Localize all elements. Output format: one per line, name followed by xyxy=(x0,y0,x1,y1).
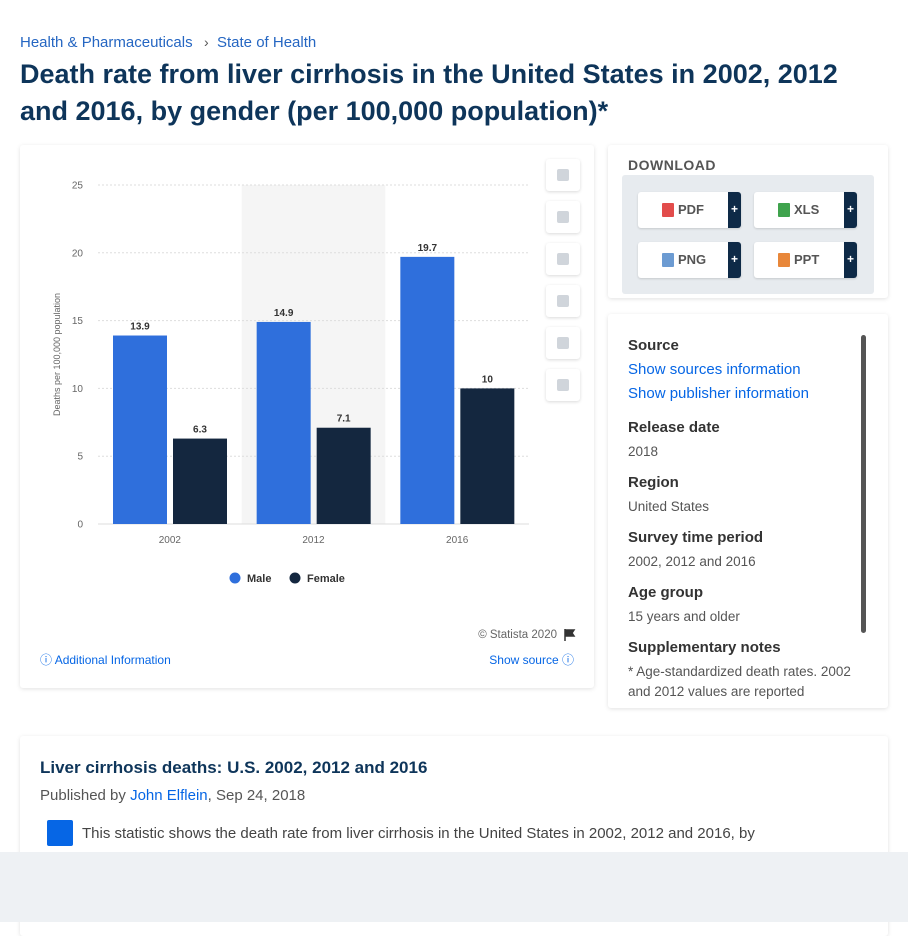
more[interactable]: + xyxy=(728,192,741,228)
settings-button[interactable] xyxy=(546,243,580,275)
page-title: Death rate from liver cirrhosis in the U… xyxy=(20,59,838,126)
icon xyxy=(557,169,569,181)
download-heading: DOWNLOAD xyxy=(628,157,716,173)
bar xyxy=(400,256,455,524)
bar xyxy=(256,321,311,524)
author-link[interactable]: John Elflein xyxy=(130,787,208,804)
byline-prefix: Published by xyxy=(40,787,126,804)
details-label: Release date xyxy=(628,419,720,436)
details-label: Region xyxy=(628,474,679,491)
details-label: Source xyxy=(628,337,679,354)
bar xyxy=(460,388,515,524)
details-label: Survey time period xyxy=(628,529,764,546)
details-value: * Age-standardized death rates. 2002 and… xyxy=(628,664,851,699)
data-label: 10 xyxy=(482,374,494,385)
breadcrumb-link[interactable]: Health & Pharmaceuticals xyxy=(20,34,193,51)
details-label: Age group xyxy=(628,584,703,601)
footer-overlay xyxy=(0,852,908,922)
label[interactable]: PDF xyxy=(678,202,704,217)
download-xls[interactable]: XLS + xyxy=(754,192,857,228)
link-text[interactable]: Additional Information xyxy=(54,653,171,667)
icon xyxy=(662,203,674,217)
bar xyxy=(113,335,167,524)
print-button[interactable] xyxy=(546,369,580,401)
copyright: © Statista 2020 xyxy=(478,629,557,641)
data-label: 6.3 xyxy=(193,425,207,436)
details-value: 15 years and older xyxy=(628,609,740,624)
icon xyxy=(778,253,790,267)
details-value: United States xyxy=(628,499,710,514)
source-link[interactable]: Show sources information xyxy=(628,361,801,378)
more[interactable]: + xyxy=(844,242,857,278)
x-tick-label: 2016 xyxy=(446,535,469,546)
legend-label: Male xyxy=(247,573,271,585)
download-ppt[interactable]: PPT + xyxy=(754,242,857,278)
y-tick-label: 5 xyxy=(77,452,83,463)
y-tick-label: 15 xyxy=(72,316,84,327)
bar xyxy=(173,438,227,524)
x-tick-label: 2002 xyxy=(159,535,182,546)
details-value: 2002, 2012 and 2016 xyxy=(628,554,756,569)
breadcrumb-link[interactable]: State of Health xyxy=(217,34,317,51)
source-link[interactable]: Show publisher information xyxy=(628,385,809,402)
more[interactable]: + xyxy=(728,242,741,278)
chart: 0 5 10 15 20 25 Deaths per 100,000 population 2… xyxy=(52,181,576,641)
cite-button[interactable] xyxy=(546,327,580,359)
y-axis-label: Deaths per 100,000 population xyxy=(52,293,62,416)
icon xyxy=(557,295,569,307)
label[interactable]: XLS xyxy=(794,202,820,217)
details-content: Source Show sources information Show publi… xyxy=(608,330,858,700)
icon xyxy=(557,337,569,349)
data-label: 14.9 xyxy=(274,308,294,319)
icon xyxy=(557,211,569,223)
details-value: 2018 xyxy=(628,444,659,459)
additional-info-link[interactable]: ⓘ Additional Information xyxy=(40,653,171,667)
byline: Published by John Elflein, Sep 24, 2018 xyxy=(40,787,305,804)
alert-button[interactable] xyxy=(546,201,580,233)
flag-icon xyxy=(564,629,576,641)
download-png[interactable]: PNG + xyxy=(638,242,741,278)
y-tick-label: 25 xyxy=(72,181,84,192)
scrollbar[interactable] xyxy=(861,335,866,633)
article-text: This statistic shows the death rate from… xyxy=(82,825,755,842)
label[interactable]: PNG xyxy=(678,252,707,267)
x-tick-label: 2012 xyxy=(302,535,325,546)
download-pdf[interactable]: PDF + xyxy=(638,192,741,228)
icon xyxy=(662,253,674,267)
icon xyxy=(557,379,569,391)
byline-date: , Sep 24, 2018 xyxy=(207,787,306,804)
y-tick-label: 10 xyxy=(72,384,84,395)
breadcrumb-separator: › xyxy=(204,34,209,50)
y-tick-label: 20 xyxy=(72,248,84,259)
icon xyxy=(778,203,790,217)
article-title: Liver cirrhosis deaths: U.S. 2002, 2012 … xyxy=(40,758,428,777)
bar xyxy=(316,427,371,524)
details-label: Supplementary notes xyxy=(628,639,781,656)
label[interactable]: PPT xyxy=(794,252,820,267)
data-label: 7.1 xyxy=(337,414,351,425)
legend-marker xyxy=(229,572,241,584)
data-label: 13.9 xyxy=(130,322,150,333)
legend-marker xyxy=(289,572,301,584)
favorite-button[interactable] xyxy=(546,159,580,191)
data-label: 19.7 xyxy=(418,243,438,254)
link-text[interactable]: Show source xyxy=(489,653,559,667)
details-card xyxy=(608,314,888,708)
y-tick-label: 0 xyxy=(77,520,83,531)
share-button[interactable] xyxy=(546,285,580,317)
show-source-link[interactable]: Show source ⓘ xyxy=(489,653,574,667)
icon xyxy=(557,253,569,265)
more[interactable]: + xyxy=(844,192,857,228)
chart-card: 0 5 10 15 20 25 Deaths per 100,000 population 2… xyxy=(20,145,594,688)
statistic-icon xyxy=(47,820,73,846)
legend-label: Female xyxy=(307,573,345,585)
